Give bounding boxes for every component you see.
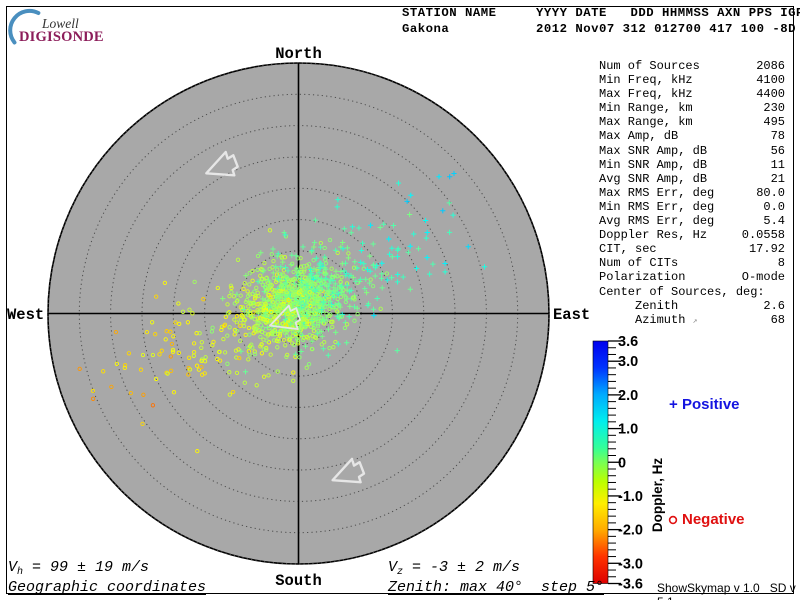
svg-text:2.0: 2.0 xyxy=(618,388,638,404)
svg-text:Doppler, Hz: Doppler, Hz xyxy=(650,458,665,533)
svg-text:3.0: 3.0 xyxy=(618,354,638,370)
svg-text:3.6: 3.6 xyxy=(618,334,638,350)
svg-text:0: 0 xyxy=(618,455,626,471)
svg-text:South: South xyxy=(275,572,322,590)
svg-text:East: East xyxy=(553,306,590,324)
svg-text:-2.0: -2.0 xyxy=(618,523,643,539)
svg-text:West: West xyxy=(7,306,44,324)
svg-text:Positive: Positive xyxy=(682,396,740,413)
svg-text:+: + xyxy=(669,396,678,413)
svg-text:-1.0: -1.0 xyxy=(618,489,643,505)
svg-text:-3.6: -3.6 xyxy=(618,577,643,593)
svg-text:-3.0: -3.0 xyxy=(618,556,643,572)
svg-text:Negative: Negative xyxy=(682,511,745,528)
svg-text:1.0: 1.0 xyxy=(618,422,638,438)
svg-text:North: North xyxy=(275,45,322,63)
